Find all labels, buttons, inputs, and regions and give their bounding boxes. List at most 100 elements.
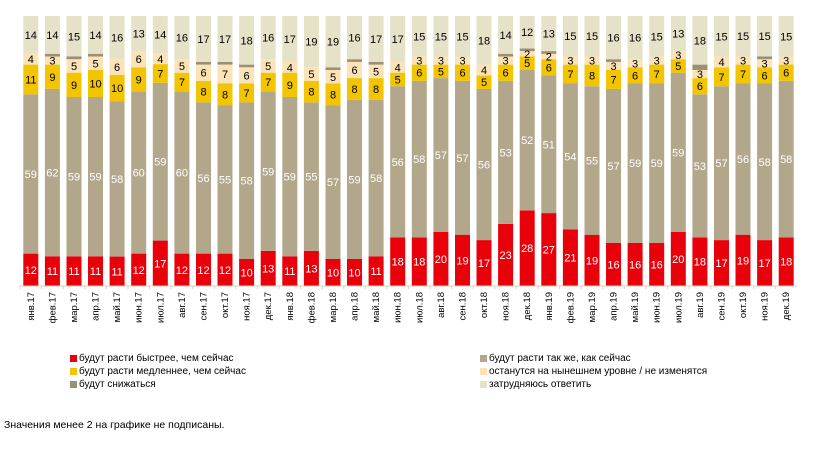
- data-label-unchanged: 3: [762, 58, 768, 70]
- bar-segment-same: [368, 99, 384, 257]
- bar-segment-same: [152, 82, 168, 241]
- data-label-same: 57: [456, 153, 468, 165]
- bar-segment-dontknow: [88, 16, 103, 54]
- bar-segment-unchanged: [519, 51, 535, 57]
- legend-label: будут расти так же, как сейчас: [489, 353, 631, 364]
- bar-segment-dontknow: [44, 16, 60, 54]
- data-label-same: 57: [327, 177, 339, 189]
- data-label-dontknow: 15: [564, 31, 576, 43]
- bar-segment-slower: [109, 74, 125, 102]
- data-label-unchanged: 3: [675, 50, 681, 62]
- bar-segment-faster: [109, 256, 125, 286]
- data-label-faster: 20: [672, 254, 684, 266]
- bar-segment-same: [627, 83, 643, 243]
- bar-segment-unchanged: [239, 67, 255, 84]
- bar-segment-same: [347, 99, 362, 259]
- bar-segment-dontknow: [735, 16, 751, 57]
- bar-segment-slower: [44, 64, 60, 89]
- data-label-dontknow: 18: [478, 35, 490, 47]
- data-label-dontknow: 15: [737, 31, 749, 43]
- bar-segment-slower: [476, 75, 492, 89]
- bar-segment-slower: [606, 70, 621, 89]
- bar-segment-dontknow: [692, 16, 708, 65]
- data-label-dontknow: 14: [46, 30, 58, 42]
- data-label-slower: 5: [438, 66, 444, 78]
- x-tick-label: ноя.17: [242, 292, 253, 321]
- x-tick-label: мар.19: [587, 292, 598, 322]
- legend-swatch: [70, 381, 77, 388]
- bar-segment-decline: [66, 56, 82, 60]
- data-label-faster: 12: [133, 265, 145, 277]
- data-label-dontknow: 18: [240, 35, 252, 47]
- bar-segment-unchanged: [541, 53, 557, 60]
- bar-segment-unchanged: [498, 56, 514, 65]
- data-label-unchanged: 3: [783, 56, 789, 68]
- bar-segment-slower: [303, 80, 319, 103]
- bar-segment-same: [778, 80, 794, 238]
- bar-segment-decline: [368, 61, 384, 65]
- bar-segment-unchanged: [282, 61, 298, 73]
- bar-segment-slower: [649, 64, 665, 84]
- data-label-slower: 6: [697, 81, 703, 93]
- data-label-same: 62: [46, 168, 58, 180]
- bar-segment-dontknow: [260, 16, 276, 60]
- bar-segment-faster: [152, 240, 168, 286]
- bar-segment-slower: [692, 78, 708, 95]
- bar-segment-faster: [303, 250, 319, 286]
- x-tick-label: июн.19: [652, 292, 663, 323]
- bar-segment-unchanged: [757, 59, 773, 68]
- bar-segment-slower: [584, 64, 600, 87]
- bar-segment-slower: [390, 72, 406, 87]
- data-label-slower: 7: [654, 69, 660, 81]
- data-label-unchanged: 3: [438, 56, 444, 68]
- x-tick-label: май.17: [112, 292, 123, 322]
- bar-segment-slower: [23, 64, 39, 95]
- data-label-dontknow: 16: [176, 33, 188, 45]
- bar-segment-faster: [649, 242, 665, 286]
- data-label-slower: 8: [222, 89, 228, 101]
- bar-segment-dontknow: [584, 16, 600, 57]
- bar-segment-unchanged: [606, 61, 621, 70]
- x-tick-label: окт.19: [738, 292, 749, 318]
- bar-segment-dontknow: [455, 16, 470, 57]
- data-label-slower: 7: [265, 77, 271, 89]
- bar-segment-dontknow: [239, 16, 255, 65]
- data-label-faster: 23: [499, 250, 511, 262]
- bar-segment-unchanged: [433, 56, 449, 65]
- x-tick-label: июл.19: [673, 292, 684, 323]
- bar-segment-slower: [562, 64, 578, 84]
- bar-segment-dontknow: [131, 16, 147, 52]
- legend-label: будут расти быстрее, чем сейчас: [79, 353, 234, 364]
- bar-segment-unchanged: [411, 56, 427, 65]
- bar-segment-slower: [217, 83, 233, 106]
- data-label-faster: 11: [90, 266, 101, 278]
- data-label-slower: 7: [567, 69, 573, 81]
- data-label-faster: 12: [25, 265, 37, 277]
- data-label-faster: 12: [219, 265, 231, 277]
- bar-segment-dontknow: [778, 16, 794, 57]
- bar-segment-dontknow: [325, 16, 341, 68]
- bar-segment-same: [606, 88, 621, 243]
- data-label-dontknow: 15: [758, 31, 770, 43]
- data-label-dontknow: 16: [111, 32, 123, 44]
- data-label-faster: 18: [413, 257, 425, 269]
- data-label-faster: 10: [348, 268, 360, 280]
- data-label-faster: 13: [305, 263, 317, 275]
- bar-segment-dontknow: [109, 16, 125, 59]
- x-tick-label: апр.19: [609, 292, 620, 321]
- bar-segment-dontknow: [541, 16, 557, 52]
- data-label-unchanged: 3: [503, 56, 509, 68]
- data-label-faster: 18: [694, 257, 706, 269]
- bar-segment-faster: [411, 237, 427, 286]
- bar-segment-slower: [541, 59, 557, 76]
- data-label-unchanged: 5: [92, 58, 98, 70]
- data-label-same: 53: [694, 161, 706, 173]
- x-tick-label: июн.17: [134, 292, 145, 323]
- data-label-unchanged: 5: [373, 66, 379, 78]
- data-label-same: 58: [413, 154, 425, 166]
- x-tick-label: окт.17: [220, 292, 231, 318]
- bar-segment-decline: [498, 53, 514, 57]
- x-tick-label: авг.18: [436, 292, 447, 318]
- data-label-faster: 17: [715, 258, 727, 270]
- bar-segment-same: [476, 88, 492, 241]
